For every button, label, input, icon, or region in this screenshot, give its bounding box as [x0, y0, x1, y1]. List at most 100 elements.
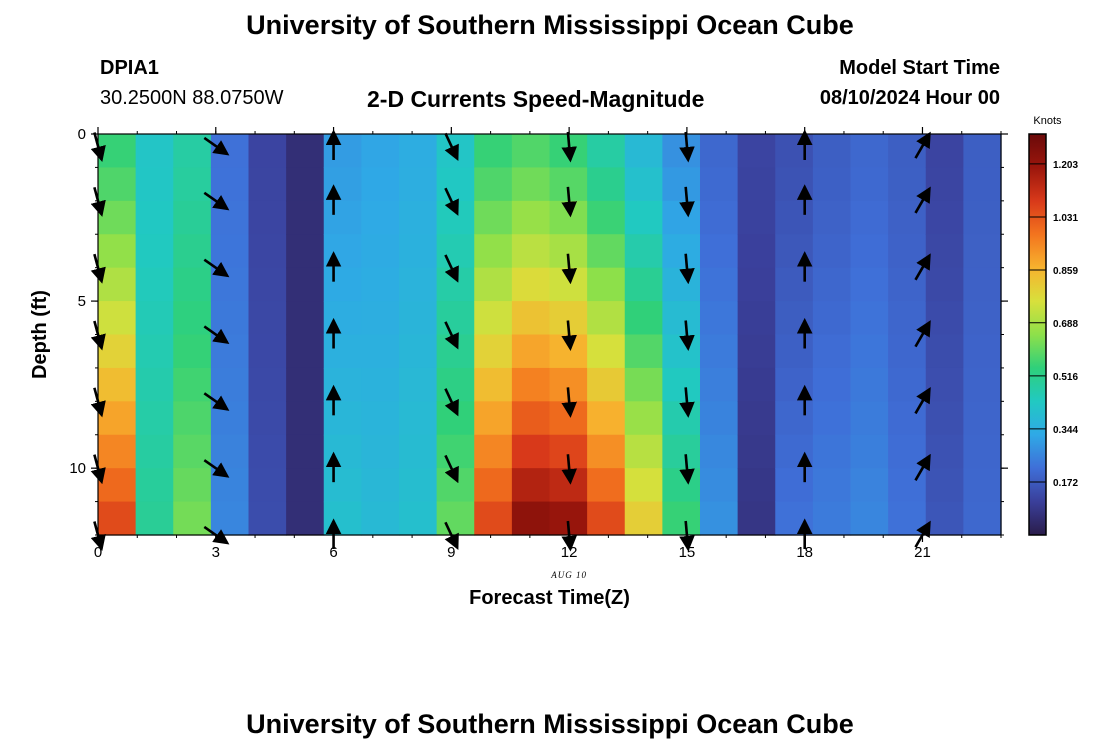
heatmap-cell: [587, 134, 626, 169]
heatmap-cell: [850, 267, 889, 302]
current-vector-arrow: [203, 459, 230, 478]
heatmap-cell: [286, 267, 325, 302]
colorbar-tick-label: 0.688: [1053, 319, 1078, 330]
heatmap-cell: [173, 468, 212, 503]
heatmap-cell: [248, 200, 287, 235]
heatmap-cell: [925, 334, 964, 369]
heatmap-cell: [662, 301, 701, 336]
heatmap-cell: [248, 501, 287, 536]
heatmap-cell: [436, 334, 475, 369]
plot-title: 2-D Currents Speed-Magnitude: [367, 86, 705, 112]
heatmap-cell: [323, 334, 362, 369]
heatmap-cell: [436, 167, 475, 202]
heatmap-cell: [474, 267, 513, 302]
heatmap-cell: [700, 167, 739, 202]
heatmap-cell: [700, 434, 739, 469]
x-tick-label: 18: [796, 544, 813, 561]
heatmap-cell: [323, 267, 362, 302]
current-vector-arrow: [561, 387, 577, 418]
heatmap-cell: [173, 334, 212, 369]
heatmap-cell: [361, 468, 400, 503]
heatmap-cell: [399, 167, 438, 202]
heatmap-cell: [210, 468, 250, 503]
heatmap-cell: [587, 167, 626, 202]
heatmap-cell: [511, 200, 551, 235]
x-tick-label: 15: [679, 544, 696, 561]
heatmap-cell: [963, 301, 1002, 336]
heatmap-cell: [436, 134, 475, 169]
current-vector-arrow: [914, 131, 931, 159]
heatmap-cell: [850, 501, 889, 536]
current-vector-arrow: [444, 187, 459, 216]
heatmap-cell: [888, 167, 927, 202]
heatmap-cell: [436, 501, 475, 536]
heatmap-cell: [662, 367, 701, 402]
heatmap-cell: [173, 401, 212, 436]
heatmap-cell: [210, 401, 250, 436]
heatmap-cell: [474, 468, 513, 503]
heatmap-cell: [812, 301, 852, 336]
heatmap-cell: [286, 167, 325, 202]
heatmap-cell: [286, 200, 325, 235]
heatmap-cell: [700, 401, 739, 436]
heatmap-cell: [737, 367, 776, 402]
heatmap-cell: [662, 401, 701, 436]
heatmap-cell: [248, 434, 287, 469]
heatmap-cell: [850, 401, 889, 436]
heatmap-cell: [323, 167, 362, 202]
footer-title: University of Southern Mississippi Ocean…: [246, 709, 854, 739]
heatmap-cell: [248, 301, 287, 336]
current-vector-arrow: [679, 387, 695, 418]
current-vector-arrow: [561, 454, 577, 485]
current-vector-arrow: [561, 186, 577, 218]
heatmap-cell: [963, 200, 1002, 235]
heatmap-cell: [624, 134, 663, 169]
heatmap-cell: [399, 334, 438, 369]
heatmap-cell: [775, 301, 814, 336]
heatmap-cell: [587, 267, 626, 302]
heatmap-cell: [963, 134, 1002, 169]
heatmap-cell: [812, 501, 852, 536]
heatmap-cell: [700, 134, 739, 169]
heatmap-cell: [925, 200, 964, 235]
heatmap-cell: [587, 301, 626, 336]
heatmap-cell: [850, 234, 889, 269]
heatmap-cell: [700, 200, 739, 235]
heatmap-cell: [587, 334, 626, 369]
heatmap-cell: [135, 401, 174, 436]
heatmap-cell: [135, 200, 174, 235]
heatmap-cell: [775, 267, 814, 302]
heatmap-cell: [135, 367, 174, 402]
heatmap-cell: [963, 267, 1002, 302]
heatmap-cell: [474, 301, 513, 336]
current-vector-arrow: [679, 186, 695, 218]
heatmap-cell: [436, 401, 475, 436]
heatmap-cell: [98, 468, 137, 503]
heatmap-cell: [624, 434, 663, 469]
heatmap-cell: [700, 367, 739, 402]
heatmap-cell: [963, 367, 1002, 402]
heatmap-cell: [511, 134, 551, 169]
x-axis-label: Forecast Time(Z): [469, 587, 630, 609]
heatmap-cell: [624, 401, 663, 436]
x-axis: 0 3 6 9 12 15 18 21: [94, 127, 1002, 561]
heatmap-cell: [98, 301, 137, 336]
heatmap-cell: [361, 267, 400, 302]
heatmap-cell: [399, 501, 438, 536]
heatmap-cell: [173, 200, 212, 235]
heatmap-cell: [888, 234, 927, 269]
x-tick-label: 6: [329, 544, 337, 561]
heatmap-cell: [248, 468, 287, 503]
heatmap-cell: [737, 301, 776, 336]
heatmap-cell: [98, 234, 137, 269]
heatmap-cell: [323, 134, 362, 169]
heatmap-cell: [888, 367, 927, 402]
heatmap-cell: [323, 468, 362, 503]
current-vector-arrow: [203, 258, 230, 278]
heatmap-cell: [323, 501, 362, 536]
page-title: University of Southern Mississippi Ocean…: [246, 10, 854, 40]
heatmap-cell: [700, 301, 739, 336]
heatmap-cell: [812, 367, 852, 402]
heatmap-cell: [511, 167, 551, 202]
